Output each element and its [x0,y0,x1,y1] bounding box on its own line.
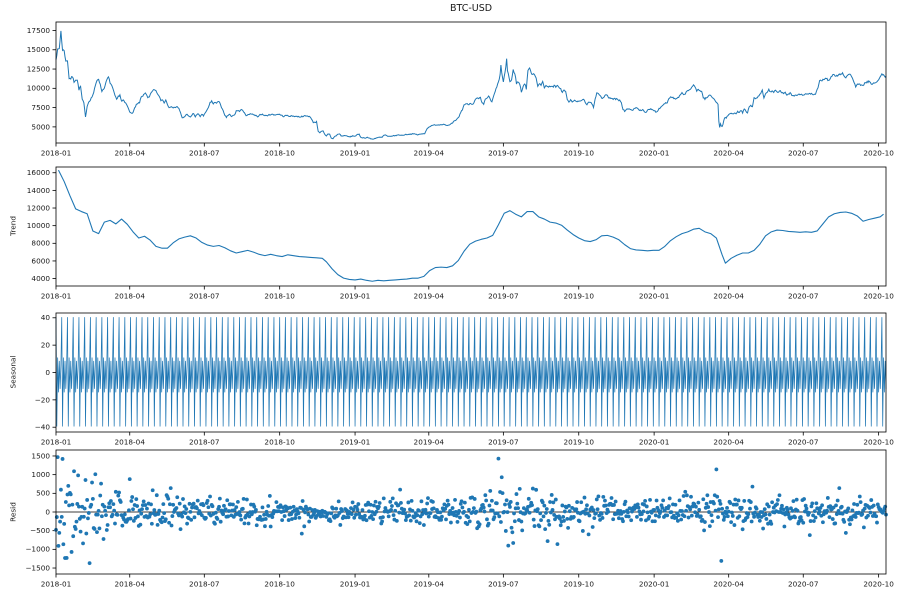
svg-text:2020-04: 2020-04 [713,580,744,589]
panel-observed: 5000 7500 10000 12500 15000 17500 2018-01 2018-… [27,21,894,158]
svg-text:12000: 12000 [27,203,51,212]
svg-text:−20: −20 [35,395,51,404]
svg-text:40: 40 [41,313,51,322]
svg-text:2019-10: 2019-10 [563,438,594,447]
svg-text:15000: 15000 [27,45,51,54]
svg-text:2020-01: 2020-01 [639,438,670,447]
svg-text:2020-01: 2020-01 [639,292,670,301]
svg-text:2018-07: 2018-07 [189,580,220,589]
svg-text:2019-04: 2019-04 [414,292,445,301]
svg-text:2018-10: 2018-10 [264,149,295,158]
svg-text:2019-07: 2019-07 [488,438,519,447]
svg-text:2018-10: 2018-10 [264,292,295,301]
svg-text:0: 0 [45,507,50,516]
svg-text:2020-10: 2020-10 [863,438,894,447]
svg-text:14000: 14000 [27,186,51,195]
svg-text:2018-01: 2018-01 [41,580,72,589]
svg-text:2020-10: 2020-10 [863,580,894,589]
svg-text:2019-04: 2019-04 [414,580,445,589]
svg-text:0: 0 [45,368,50,377]
svg-text:1000: 1000 [31,470,50,479]
svg-text:2018-07: 2018-07 [189,438,220,447]
svg-text:2018-07: 2018-07 [189,292,220,301]
svg-text:2020-04: 2020-04 [713,149,744,158]
panel-seasonal: −40 −20 0 20 40 2018-01 2018-04 2018-07 2018-10 2… [35,312,894,447]
svg-text:2020-07: 2020-07 [788,580,819,589]
svg-text:2020-04: 2020-04 [713,292,744,301]
svg-text:−1500: −1500 [25,563,50,572]
svg-text:2020-07: 2020-07 [788,438,819,447]
svg-text:20: 20 [41,341,51,350]
svg-text:5000: 5000 [31,122,50,131]
svg-text:2018-10: 2018-10 [264,580,295,589]
svg-text:2019-10: 2019-10 [563,580,594,589]
svg-text:2018-01: 2018-01 [41,292,72,301]
svg-text:2018-07: 2018-07 [189,149,220,158]
svg-text:6000: 6000 [31,256,50,265]
svg-text:2020-07: 2020-07 [788,149,819,158]
svg-text:2019-10: 2019-10 [563,292,594,301]
svg-text:2020-01: 2020-01 [639,149,670,158]
svg-text:7500: 7500 [31,103,50,112]
svg-text:−40: −40 [35,423,51,432]
panel-resid: −1500 −1000 −500 0 500 1000 1500 2018-01 2018-04… [25,449,894,589]
svg-text:2018-01: 2018-01 [41,438,72,447]
svg-text:2019-01: 2019-01 [340,580,371,589]
svg-text:16000: 16000 [27,168,51,177]
svg-text:−1000: −1000 [25,545,50,554]
svg-text:2018-01: 2018-01 [41,149,72,158]
svg-text:2020-10: 2020-10 [863,292,894,301]
svg-text:4000: 4000 [31,274,50,283]
svg-text:12500: 12500 [27,64,51,73]
svg-text:2019-07: 2019-07 [488,292,519,301]
svg-text:2020-04: 2020-04 [713,438,744,447]
svg-text:2019-04: 2019-04 [414,149,445,158]
svg-text:10000: 10000 [27,84,51,93]
svg-text:2019-04: 2019-04 [414,438,445,447]
svg-text:10000: 10000 [27,221,51,230]
svg-text:2020-10: 2020-10 [863,149,894,158]
svg-text:2019-01: 2019-01 [340,149,371,158]
panel-trend: 4000 6000 8000 10000 12000 14000 16000 2018-01 2… [27,166,894,301]
svg-text:8000: 8000 [31,239,50,248]
svg-text:2020-01: 2020-01 [639,580,670,589]
svg-text:−500: −500 [30,526,50,535]
svg-text:500: 500 [36,489,50,498]
svg-text:2018-04: 2018-04 [114,438,145,447]
svg-text:2018-10: 2018-10 [264,438,295,447]
svg-text:2018-04: 2018-04 [114,149,145,158]
svg-text:2019-10: 2019-10 [563,149,594,158]
svg-text:2018-04: 2018-04 [114,292,145,301]
svg-text:2019-07: 2019-07 [488,580,519,589]
svg-text:2019-07: 2019-07 [488,149,519,158]
chart-title: BTC-USD [449,3,493,14]
svg-text:2020-07: 2020-07 [788,292,819,301]
svg-text:17500: 17500 [27,26,51,35]
svg-text:2019-01: 2019-01 [340,292,371,301]
svg-text:2018-04: 2018-04 [114,580,145,589]
svg-text:1500: 1500 [31,451,50,460]
svg-text:2019-01: 2019-01 [340,438,371,447]
